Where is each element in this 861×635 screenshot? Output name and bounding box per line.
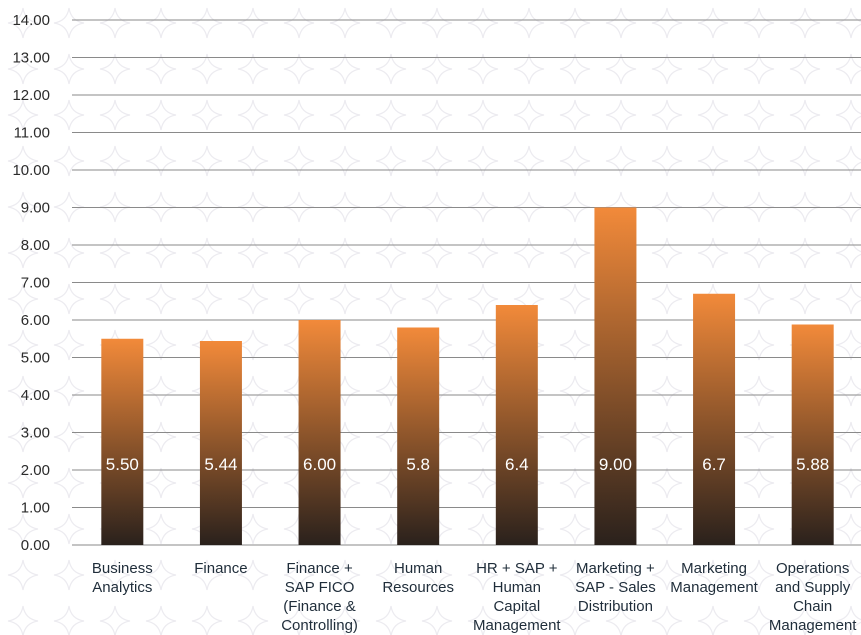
category-label: HR + SAP + Human Capital Management	[473, 560, 561, 634]
y-tick-label: 8.00	[21, 237, 50, 254]
category-label-line: Management	[670, 579, 758, 596]
bar	[693, 293, 736, 545]
data-label: 6.00	[303, 455, 336, 474]
data-label: 5.50	[106, 455, 139, 474]
y-tick-label: 10.00	[12, 162, 50, 179]
category-label-line: Capital	[493, 598, 540, 615]
y-tick-label: 0.00	[21, 537, 50, 554]
data-label: 5.44	[204, 455, 237, 474]
data-label: 5.8	[406, 455, 430, 474]
bar	[791, 324, 834, 545]
y-tick-label: 4.00	[21, 387, 50, 404]
y-tick-label: 9.00	[21, 200, 50, 217]
y-tick-label: 6.00	[21, 312, 50, 329]
category-label: Operations and Supply Chain Management	[769, 560, 857, 634]
bar	[298, 320, 341, 545]
y-tick-label: 12.00	[12, 87, 50, 104]
category-label-line: (Finance &	[283, 598, 356, 615]
category-label: Finance	[194, 560, 247, 577]
y-tick-label: 1.00	[21, 500, 50, 517]
bar	[101, 338, 144, 545]
category-label-line: Finance +	[286, 560, 353, 577]
category-label-line: Finance	[194, 560, 247, 577]
category-label: Marketing Management	[670, 560, 758, 596]
y-axis-ticks: 0.00 1.00 2.00 3.00 4.00 5.00 6.00 7.00 8.00 9.00…	[12, 12, 50, 554]
y-tick-label: 13.00	[12, 50, 50, 67]
category-label-line: Business	[92, 560, 153, 577]
category-label-line: Management	[473, 617, 561, 634]
category-label-line: Human	[394, 560, 442, 577]
category-label-line: Management	[769, 617, 857, 634]
category-label-line: HR + SAP +	[476, 560, 558, 577]
category-label-line: Marketing	[681, 560, 747, 577]
data-label: 5.88	[796, 455, 829, 474]
y-tick-label: 7.00	[21, 275, 50, 292]
data-labels: 5.50 5.44 6.00 5.8 6.4 9.00 6.7 5.88	[106, 455, 829, 474]
y-tick-label: 14.00	[12, 12, 50, 29]
category-label-line: Resources	[382, 579, 454, 596]
bar	[199, 341, 242, 545]
y-tick-label: 11.00	[14, 125, 50, 142]
category-label-line: Operations	[776, 560, 849, 577]
y-tick-label: 3.00	[21, 425, 50, 442]
data-label: 9.00	[599, 455, 632, 474]
data-label: 6.4	[505, 455, 529, 474]
bar	[397, 327, 440, 545]
category-label-line: Distribution	[578, 598, 653, 615]
x-axis-labels: Business Analytics Finance Finance + SAP FIC…	[92, 560, 857, 634]
category-label-line: Controlling)	[281, 617, 358, 634]
bar	[594, 207, 637, 545]
bar	[495, 305, 538, 545]
bars	[101, 207, 834, 545]
category-label-line: Human	[493, 579, 541, 596]
category-label-line: SAP - Sales	[575, 579, 656, 596]
category-label-line: Marketing +	[576, 560, 655, 577]
category-label-line: and Supply	[775, 579, 851, 596]
category-label-line: SAP FICO	[285, 579, 355, 596]
category-label: Marketing + SAP - Sales Distribution	[575, 560, 656, 615]
y-tick-label: 2.00	[21, 462, 50, 479]
category-label-line: Analytics	[92, 579, 152, 596]
category-label: Finance + SAP FICO (Finance & Controlling)	[281, 560, 358, 634]
category-label: Human Resources	[382, 560, 454, 596]
category-label-line: Chain	[793, 598, 832, 615]
y-tick-label: 5.00	[21, 350, 50, 367]
category-label: Business Analytics	[92, 560, 153, 596]
data-label: 6.7	[702, 455, 726, 474]
